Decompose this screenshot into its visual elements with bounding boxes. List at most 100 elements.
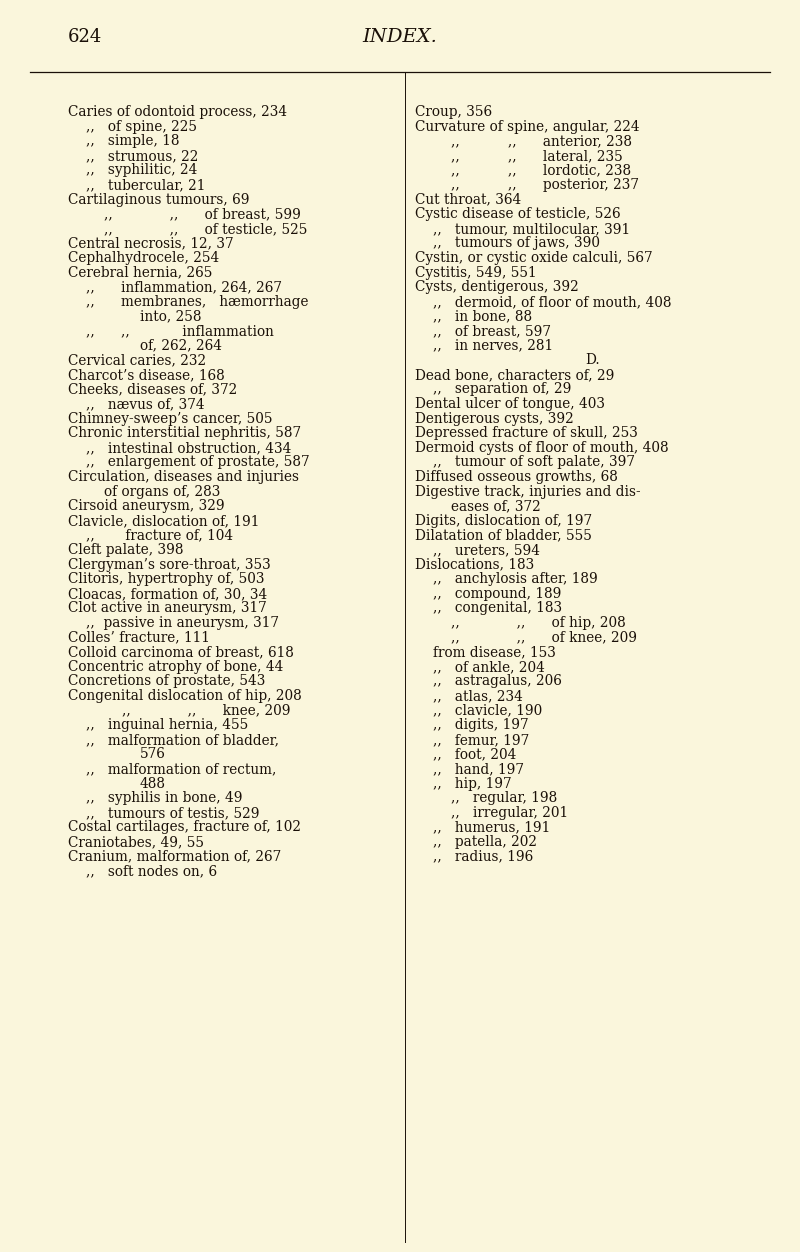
Text: Caries of odontoid process, 234: Caries of odontoid process, 234 xyxy=(68,105,287,119)
Text: 624: 624 xyxy=(68,28,102,46)
Text: ,,             ,,      of hip, 208: ,, ,, of hip, 208 xyxy=(451,616,626,630)
Text: of organs of, 283: of organs of, 283 xyxy=(104,485,220,498)
Text: ,,   patella, 202: ,, patella, 202 xyxy=(433,835,537,849)
Text: ,,   atlas, 234: ,, atlas, 234 xyxy=(433,689,523,704)
Text: Chimney-sweep’s cancer, 505: Chimney-sweep’s cancer, 505 xyxy=(68,412,273,426)
Text: Central necrosis, 12, 37: Central necrosis, 12, 37 xyxy=(68,237,234,250)
Text: Cystitis, 549, 551: Cystitis, 549, 551 xyxy=(415,265,537,279)
Text: Diffused osseous growths, 68: Diffused osseous growths, 68 xyxy=(415,470,618,485)
Text: ,,           ,,      lordotic, 238: ,, ,, lordotic, 238 xyxy=(451,164,631,178)
Text: ,,   strumous, 22: ,, strumous, 22 xyxy=(86,149,198,163)
Text: ,,             ,,      of testicle, 525: ,, ,, of testicle, 525 xyxy=(104,222,307,235)
Text: Cystin, or cystic oxide calculi, 567: Cystin, or cystic oxide calculi, 567 xyxy=(415,250,653,265)
Text: Cut throat, 364: Cut throat, 364 xyxy=(415,193,522,207)
Text: of, 262, 264: of, 262, 264 xyxy=(140,338,222,353)
Text: ,,      ,,            inflammation: ,, ,, inflammation xyxy=(86,324,274,338)
Text: Dilatation of bladder, 555: Dilatation of bladder, 555 xyxy=(415,528,592,542)
Text: ,,      membranes,   hæmorrhage: ,, membranes, hæmorrhage xyxy=(86,294,309,309)
Text: Clot active in aneurysm, 317: Clot active in aneurysm, 317 xyxy=(68,601,266,616)
Text: Chronic interstitial nephritis, 587: Chronic interstitial nephritis, 587 xyxy=(68,426,301,441)
Text: ,,   compound, 189: ,, compound, 189 xyxy=(433,587,562,601)
Text: into, 258: into, 258 xyxy=(140,309,202,323)
Text: D.: D. xyxy=(585,353,600,367)
Text: ,,   in bone, 88: ,, in bone, 88 xyxy=(433,309,532,323)
Text: ,,       fracture of, 104: ,, fracture of, 104 xyxy=(86,528,233,542)
Text: ,,   clavicle, 190: ,, clavicle, 190 xyxy=(433,704,542,717)
Text: ,,   femur, 197: ,, femur, 197 xyxy=(433,732,530,746)
Text: ,,   regular, 198: ,, regular, 198 xyxy=(451,791,558,805)
Text: Cervical caries, 232: Cervical caries, 232 xyxy=(68,353,206,367)
Text: ,,   simple, 18: ,, simple, 18 xyxy=(86,134,179,148)
Text: Cranium, malformation of, 267: Cranium, malformation of, 267 xyxy=(68,850,282,864)
Text: ,,   astragalus, 206: ,, astragalus, 206 xyxy=(433,675,562,689)
Text: ,,   foot, 204: ,, foot, 204 xyxy=(433,747,516,761)
Text: ,,           ,,      posterior, 237: ,, ,, posterior, 237 xyxy=(451,178,639,192)
Text: Digestive track, injuries and dis-: Digestive track, injuries and dis- xyxy=(415,485,641,498)
Text: ,,           ,,      lateral, 235: ,, ,, lateral, 235 xyxy=(451,149,622,163)
Text: Curvature of spine, angular, 224: Curvature of spine, angular, 224 xyxy=(415,120,640,134)
Text: Dermoid cysts of floor of mouth, 408: Dermoid cysts of floor of mouth, 408 xyxy=(415,441,669,454)
Text: ,,   dermoid, of floor of mouth, 408: ,, dermoid, of floor of mouth, 408 xyxy=(433,294,671,309)
Text: ,,   tumour of soft palate, 397: ,, tumour of soft palate, 397 xyxy=(433,456,635,470)
Text: Cerebral hernia, 265: Cerebral hernia, 265 xyxy=(68,265,212,279)
Text: ,,   malformation of bladder,: ,, malformation of bladder, xyxy=(86,732,279,746)
Text: Dead bone, characters of, 29: Dead bone, characters of, 29 xyxy=(415,368,614,382)
Text: Colles’ fracture, 111: Colles’ fracture, 111 xyxy=(68,631,210,645)
Text: Cirsoid aneurysm, 329: Cirsoid aneurysm, 329 xyxy=(68,500,225,513)
Text: Colloid carcinoma of breast, 618: Colloid carcinoma of breast, 618 xyxy=(68,645,294,660)
Text: ,,             ,,      knee, 209: ,, ,, knee, 209 xyxy=(122,704,290,717)
Text: ,,             ,,      of breast, 599: ,, ,, of breast, 599 xyxy=(104,207,301,222)
Text: ,,   nævus of, 374: ,, nævus of, 374 xyxy=(86,397,205,411)
Text: ,,   enlargement of prostate, 587: ,, enlargement of prostate, 587 xyxy=(86,456,310,470)
Text: ,,   of spine, 225: ,, of spine, 225 xyxy=(86,120,197,134)
Text: Depressed fracture of skull, 253: Depressed fracture of skull, 253 xyxy=(415,426,638,441)
Text: Charcot’s disease, 168: Charcot’s disease, 168 xyxy=(68,368,225,382)
Text: ,,             ,,      of knee, 209: ,, ,, of knee, 209 xyxy=(451,631,637,645)
Text: Dentigerous cysts, 392: Dentigerous cysts, 392 xyxy=(415,412,574,426)
Text: ,,   syphilitic, 24: ,, syphilitic, 24 xyxy=(86,164,198,178)
Text: Digits, dislocation of, 197: Digits, dislocation of, 197 xyxy=(415,513,592,528)
Text: Costal cartilages, fracture of, 102: Costal cartilages, fracture of, 102 xyxy=(68,820,301,834)
Text: Concretions of prostate, 543: Concretions of prostate, 543 xyxy=(68,675,266,689)
Text: from disease, 153: from disease, 153 xyxy=(433,645,556,660)
Text: ,,           ,,      anterior, 238: ,, ,, anterior, 238 xyxy=(451,134,632,148)
Text: ,,   ureters, 594: ,, ureters, 594 xyxy=(433,543,540,557)
Text: ,,   anchylosis after, 189: ,, anchylosis after, 189 xyxy=(433,572,598,586)
Text: Cysts, dentigerous, 392: Cysts, dentigerous, 392 xyxy=(415,280,578,294)
Text: ,,   in nerves, 281: ,, in nerves, 281 xyxy=(433,338,553,353)
Text: ,,   malformation of rectum,: ,, malformation of rectum, xyxy=(86,762,276,776)
Text: eases of, 372: eases of, 372 xyxy=(451,500,541,513)
Text: Cartilaginous tumours, 69: Cartilaginous tumours, 69 xyxy=(68,193,250,207)
Text: ,,   tumours of testis, 529: ,, tumours of testis, 529 xyxy=(86,806,259,820)
Text: 488: 488 xyxy=(140,776,166,790)
Text: ,,   digits, 197: ,, digits, 197 xyxy=(433,719,529,732)
Text: ,,   of breast, 597: ,, of breast, 597 xyxy=(433,324,551,338)
Text: Cheeks, diseases of, 372: Cheeks, diseases of, 372 xyxy=(68,382,238,397)
Text: ,,   tubercular, 21: ,, tubercular, 21 xyxy=(86,178,206,192)
Text: ,,      inflammation, 264, 267: ,, inflammation, 264, 267 xyxy=(86,280,282,294)
Text: 576: 576 xyxy=(140,747,166,761)
Text: Congenital dislocation of hip, 208: Congenital dislocation of hip, 208 xyxy=(68,689,302,704)
Text: Dislocations, 183: Dislocations, 183 xyxy=(415,557,534,572)
Text: Craniotabes, 49, 55: Craniotabes, 49, 55 xyxy=(68,835,204,849)
Text: INDEX.: INDEX. xyxy=(362,28,438,46)
Text: Clavicle, dislocation of, 191: Clavicle, dislocation of, 191 xyxy=(68,513,259,528)
Text: ,,   tumour, multilocular, 391: ,, tumour, multilocular, 391 xyxy=(433,222,630,235)
Text: ,,   congenital, 183: ,, congenital, 183 xyxy=(433,601,562,616)
Text: Cloacas, formation of, 30, 34: Cloacas, formation of, 30, 34 xyxy=(68,587,267,601)
Text: Clergyman’s sore-throat, 353: Clergyman’s sore-throat, 353 xyxy=(68,557,270,572)
Text: ,,   inguinal hernia, 455: ,, inguinal hernia, 455 xyxy=(86,719,248,732)
Text: ,,   syphilis in bone, 49: ,, syphilis in bone, 49 xyxy=(86,791,242,805)
Text: Dental ulcer of tongue, 403: Dental ulcer of tongue, 403 xyxy=(415,397,605,411)
Text: Cystic disease of testicle, 526: Cystic disease of testicle, 526 xyxy=(415,207,621,222)
Text: ,,   intestinal obstruction, 434: ,, intestinal obstruction, 434 xyxy=(86,441,291,454)
Text: ,,   humerus, 191: ,, humerus, 191 xyxy=(433,820,550,834)
Text: Circulation, diseases and injuries: Circulation, diseases and injuries xyxy=(68,470,299,485)
Text: ,,   separation of, 29: ,, separation of, 29 xyxy=(433,382,571,397)
Text: ,,   of ankle, 204: ,, of ankle, 204 xyxy=(433,660,545,674)
Text: Clitoris, hypertrophy of, 503: Clitoris, hypertrophy of, 503 xyxy=(68,572,265,586)
Text: Croup, 356: Croup, 356 xyxy=(415,105,492,119)
Text: ,,   tumours of jaws, 390: ,, tumours of jaws, 390 xyxy=(433,237,600,250)
Text: ,,   irregular, 201: ,, irregular, 201 xyxy=(451,806,568,820)
Text: Cleft palate, 398: Cleft palate, 398 xyxy=(68,543,183,557)
